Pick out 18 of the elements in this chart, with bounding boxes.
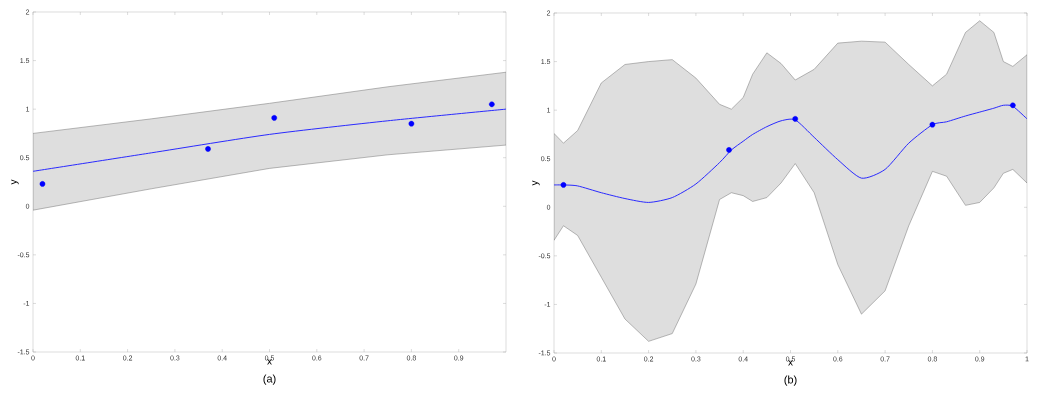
text: (b) <box>784 375 797 386</box>
point <box>271 115 278 121</box>
line-series <box>554 104 1028 203</box>
point <box>792 116 799 122</box>
y-axis-title: y <box>532 180 540 186</box>
text: (a) <box>263 374 276 385</box>
point <box>726 147 732 153</box>
point <box>408 120 415 127</box>
point <box>39 181 46 187</box>
x-axis-title: x <box>788 360 793 366</box>
point <box>560 182 567 188</box>
y-axis-title: y <box>11 179 19 185</box>
point <box>929 121 936 128</box>
point <box>489 101 495 108</box>
x-axis-title: x <box>267 359 272 365</box>
line-series <box>33 108 506 172</box>
point <box>205 146 211 152</box>
point <box>1010 102 1016 109</box>
